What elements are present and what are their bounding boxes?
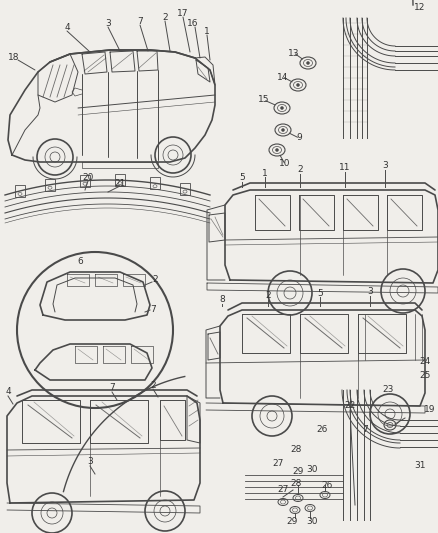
- Ellipse shape: [280, 107, 283, 109]
- Text: 4: 4: [64, 23, 70, 33]
- Bar: [115, 174, 125, 186]
- Text: 27: 27: [277, 486, 289, 495]
- Bar: [15, 185, 25, 197]
- Text: 12: 12: [414, 4, 426, 12]
- Text: 18: 18: [8, 52, 20, 61]
- Ellipse shape: [282, 128, 285, 132]
- Text: 2: 2: [152, 276, 158, 285]
- Text: 2: 2: [265, 292, 271, 301]
- Text: 11: 11: [339, 164, 351, 173]
- Text: 17: 17: [177, 10, 189, 19]
- Text: 28: 28: [290, 479, 302, 488]
- Text: 3: 3: [382, 161, 388, 171]
- Text: 3: 3: [367, 287, 373, 296]
- Text: 26: 26: [321, 481, 333, 489]
- Text: 5: 5: [239, 174, 245, 182]
- Bar: [180, 183, 190, 195]
- Text: 30: 30: [306, 465, 318, 474]
- Text: 7: 7: [362, 425, 368, 434]
- Text: 6: 6: [77, 257, 83, 266]
- Text: 9: 9: [296, 133, 302, 142]
- Text: 25: 25: [419, 370, 431, 379]
- Text: 13: 13: [288, 49, 300, 58]
- Bar: [80, 175, 90, 187]
- Ellipse shape: [276, 149, 279, 151]
- Text: 19: 19: [424, 406, 436, 415]
- Ellipse shape: [297, 84, 300, 86]
- Text: 23: 23: [382, 385, 394, 394]
- Text: 1: 1: [262, 168, 268, 177]
- Text: 22: 22: [344, 400, 356, 409]
- Text: 24: 24: [419, 358, 431, 367]
- Text: 14: 14: [277, 72, 289, 82]
- Text: 1: 1: [204, 28, 210, 36]
- Text: 29: 29: [286, 518, 298, 527]
- Text: 26: 26: [316, 425, 328, 434]
- Text: 31: 31: [414, 461, 426, 470]
- Text: 5: 5: [317, 288, 323, 297]
- Text: 10: 10: [279, 159, 291, 168]
- Text: 29: 29: [292, 467, 304, 477]
- Text: 2: 2: [162, 13, 168, 22]
- Text: 3: 3: [87, 457, 93, 466]
- Text: 7: 7: [150, 305, 156, 314]
- Text: 28: 28: [290, 446, 302, 455]
- Text: 7: 7: [109, 384, 115, 392]
- Text: 15: 15: [258, 95, 270, 104]
- Text: 20: 20: [82, 174, 94, 182]
- Text: 16: 16: [187, 20, 199, 28]
- Bar: [150, 177, 160, 189]
- Text: 2: 2: [150, 381, 156, 390]
- Text: 27: 27: [272, 458, 284, 467]
- Text: 2: 2: [297, 166, 303, 174]
- Text: 21: 21: [114, 179, 126, 188]
- Ellipse shape: [307, 61, 310, 64]
- Text: 4: 4: [5, 387, 11, 397]
- Text: 3: 3: [105, 20, 111, 28]
- Circle shape: [17, 252, 173, 408]
- Bar: [45, 179, 55, 191]
- Text: 7: 7: [137, 18, 143, 27]
- Text: 30: 30: [306, 518, 318, 527]
- Text: 8: 8: [219, 295, 225, 304]
